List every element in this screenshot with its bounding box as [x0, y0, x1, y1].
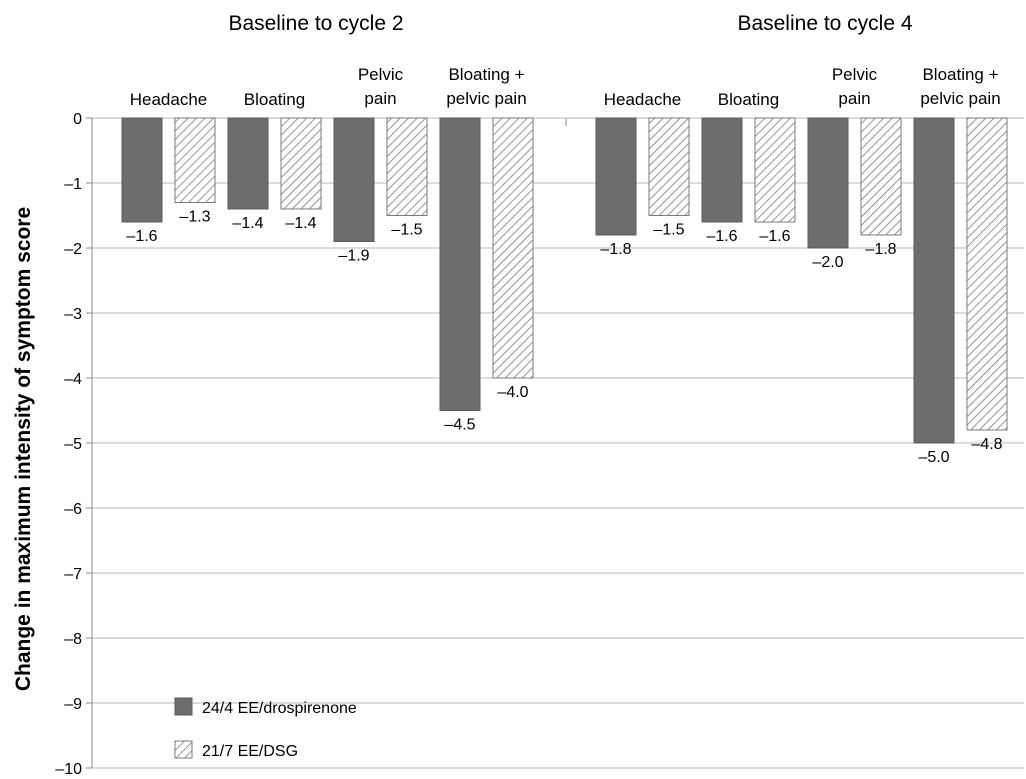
y-tick-label: –9 [64, 696, 82, 713]
category-label: pelvic pain [920, 89, 1000, 108]
data-label: –4.5 [444, 417, 475, 434]
data-label: –4.0 [497, 384, 528, 401]
data-label: –2.0 [812, 254, 843, 271]
bar-21-7 [648, 117, 690, 216]
data-label: –1.5 [653, 222, 684, 239]
legend-swatch [174, 697, 193, 716]
bar-21-7 [860, 117, 902, 236]
bar-21-7 [754, 117, 796, 223]
category-label: Pelvic [358, 65, 404, 84]
bar-21-7 [280, 117, 322, 210]
bar-24-4 [121, 117, 163, 223]
group-title: Baseline to cycle 2 [228, 12, 403, 35]
data-label: –1.3 [179, 209, 210, 226]
category-label: Bloating [244, 90, 305, 109]
category-label: pelvic pain [446, 89, 526, 108]
group-title: Baseline to cycle 4 [737, 12, 912, 35]
data-label: –1.5 [391, 222, 422, 239]
bar-24-4 [913, 117, 955, 444]
y-tick-label: –7 [64, 566, 82, 583]
bar-21-7 [966, 117, 1008, 431]
y-tick-label: –6 [64, 501, 82, 518]
bar-21-7 [386, 117, 428, 216]
category-label: Bloating [718, 90, 779, 109]
category-label: pain [364, 89, 396, 108]
category-label: pain [838, 89, 870, 108]
data-label: –1.9 [338, 248, 369, 265]
y-tick-label: –2 [64, 241, 82, 258]
legend-label: 24/4 EE/drospirenone [202, 700, 357, 717]
bar-24-4 [701, 117, 743, 223]
legend-label: 21/7 EE/DSG [202, 743, 298, 760]
bar-24-4 [595, 117, 637, 236]
category-label: Headache [604, 90, 682, 109]
category-label: Bloating + [448, 65, 524, 84]
y-tick-label: –3 [64, 306, 82, 323]
category-label: Headache [130, 90, 208, 109]
y-tick-label: 0 [73, 111, 82, 128]
data-label: –1.6 [759, 228, 790, 245]
y-tick-label: –10 [55, 761, 82, 778]
y-axis: 0 –1 –2 –3 –4 –5 –6 –7 –8 –9 –10 Change in maximum … [12, 111, 567, 778]
bar-24-4 [333, 117, 375, 242]
y-tick-label: –1 [64, 176, 82, 193]
y-tick-label: –4 [64, 371, 82, 388]
group-titles: Baseline to cycle 2 Headache Bloating Pelvi… [130, 12, 1001, 109]
category-label: Bloating + [922, 65, 998, 84]
bar-24-4 [807, 117, 849, 249]
data-label: –1.4 [285, 215, 316, 232]
data-label: –5.0 [918, 449, 949, 466]
data-label: –1.8 [600, 241, 631, 258]
y-tick-label: –8 [64, 631, 82, 648]
data-label: –1.6 [126, 228, 157, 245]
legend: 24/4 EE/drospirenone 21/7 EE/DSG [174, 697, 357, 760]
data-label: –1.6 [706, 228, 737, 245]
data-label: –1.8 [865, 241, 896, 258]
y-axis-title: Change in maximum intensity of symptom s… [12, 207, 35, 691]
data-label: –1.4 [232, 215, 263, 232]
data-label: –4.8 [971, 436, 1002, 453]
bar-21-7 [492, 117, 534, 379]
bar-24-4 [439, 117, 481, 411]
bar-24-4 [227, 117, 269, 210]
bar-21-7 [174, 117, 216, 203]
data-labels: –1.6 –1.3 –1.4 –1.4 –1.9 –1.5 –4.5 –4.0 –1.8 –1.5… [126, 209, 1002, 467]
bars [121, 117, 1008, 444]
category-label: Pelvic [832, 65, 878, 84]
y-tick-label: –5 [64, 436, 82, 453]
legend-swatch [174, 740, 193, 759]
